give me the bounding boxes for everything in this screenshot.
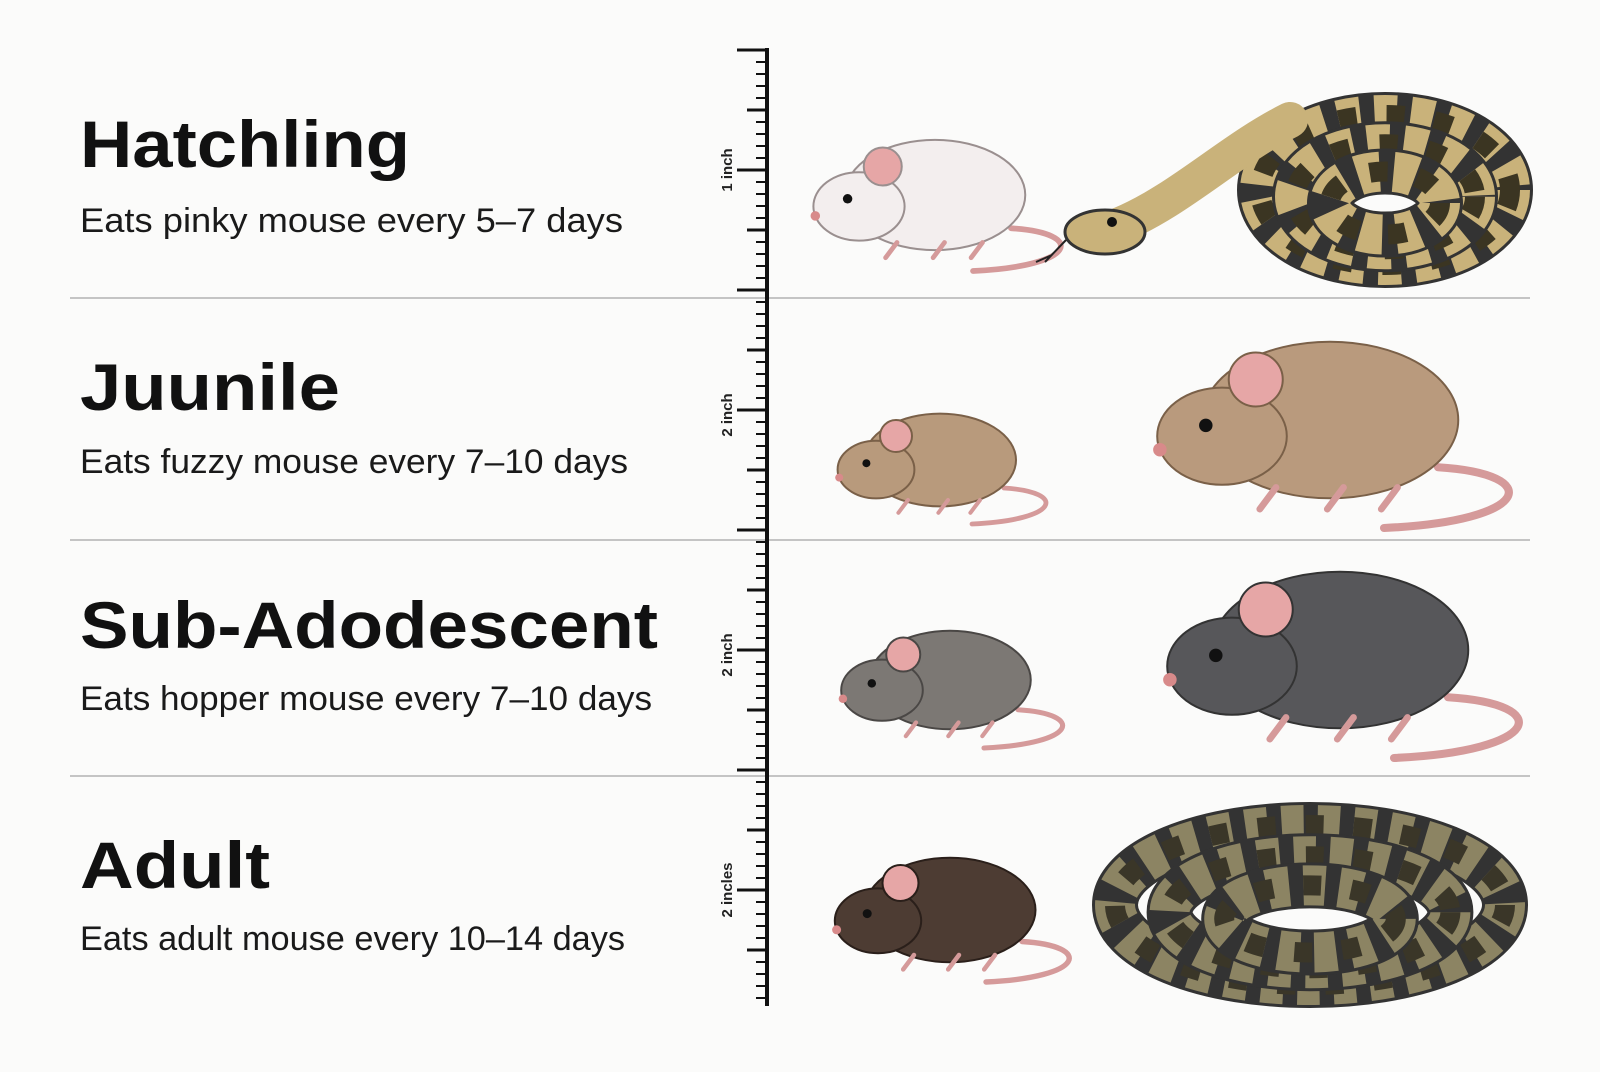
stage-description: Eats fuzzy mouse every 7–10 days	[80, 443, 628, 481]
mouse-tail	[969, 485, 1049, 527]
mouse	[1163, 570, 1523, 763]
mouse-head	[1166, 616, 1298, 716]
stage-description: Eats hopper mouse every 7–10 days	[80, 680, 652, 718]
mouse-eye	[1209, 648, 1223, 663]
mouse-foot	[1387, 714, 1411, 743]
ruler-label: 2 inch	[719, 633, 736, 676]
mouse-foot	[981, 952, 998, 972]
mouse-head	[836, 439, 916, 500]
mouse-tail	[970, 225, 1064, 274]
ruler-ticks	[737, 48, 767, 999]
mouse	[838, 629, 1066, 751]
mouse-ear	[879, 419, 913, 453]
mouse-tail	[1389, 693, 1523, 763]
snake-coil-blotch	[1105, 815, 1515, 995]
mouse	[832, 856, 1072, 985]
mouse-nose	[1153, 442, 1167, 457]
mouse-foot	[936, 498, 950, 515]
mouse-foot	[1256, 484, 1280, 513]
mouse-foot	[945, 952, 962, 972]
mouse-tail	[1379, 463, 1513, 533]
mouse-ear	[862, 146, 903, 187]
row-texts: Hatchling Eats pinky mouse every 5–7 days…	[80, 107, 736, 958]
mouse-foot	[980, 720, 995, 739]
mouse-nose	[810, 211, 821, 221]
stage-description: Eats adult mouse every 10–14 days	[80, 920, 625, 958]
mouse-nose	[838, 694, 848, 703]
snake-coil-blotch	[1214, 875, 1406, 963]
mouse-eye	[842, 194, 853, 204]
mouse-ear	[1227, 351, 1284, 408]
mouse-head	[1156, 386, 1288, 486]
mouse-tail	[981, 707, 1066, 751]
mouse-foot	[903, 720, 919, 739]
stage-description: Eats pinky mouse every 5–7 days	[80, 202, 623, 240]
mouse	[1153, 340, 1513, 533]
mouse-foot	[1333, 714, 1357, 743]
mouse-foot	[968, 498, 982, 515]
ruler-label: 2 incles	[719, 862, 736, 917]
mouse-foot	[1266, 714, 1290, 743]
mouse-head	[840, 658, 924, 722]
mouse-foot	[896, 498, 910, 515]
stage-title: Hatchling	[80, 107, 410, 181]
snake-eye	[1107, 217, 1117, 227]
mouse-head	[833, 887, 923, 955]
mouse	[835, 412, 1049, 527]
illustrations	[810, 92, 1533, 1008]
snake-coil-blotch	[1320, 161, 1450, 245]
mouse-ear	[1237, 581, 1294, 638]
snake	[1035, 92, 1533, 288]
stage-title: Adult	[80, 828, 270, 902]
ruler-label: 2 inch	[719, 393, 736, 436]
stage-title: Juunile	[80, 350, 340, 424]
snake-neck	[1102, 102, 1308, 243]
mouse-tail	[983, 938, 1072, 985]
ruler-label: 1 inch	[719, 148, 736, 191]
mouse-nose	[1163, 672, 1177, 687]
mouse-foot	[968, 240, 985, 261]
mouse-foot	[883, 240, 900, 261]
mouse-foot	[900, 952, 917, 972]
mouse-head	[812, 171, 906, 242]
snake-tongue	[1035, 239, 1067, 263]
snake	[1092, 802, 1528, 1008]
mouse-nose	[835, 473, 844, 482]
mouse-foot	[946, 720, 961, 739]
mouse-eye	[862, 909, 872, 919]
mouse-foot	[1323, 484, 1347, 513]
mouse-eye	[1199, 418, 1213, 433]
mouse-foot	[1377, 484, 1401, 513]
mouse-foot	[930, 240, 947, 261]
mouse-eye	[862, 459, 871, 468]
mouse	[810, 138, 1064, 274]
mouse-nose	[832, 925, 842, 935]
mouse-ear	[885, 636, 922, 673]
mouse-ear	[881, 864, 920, 902]
mouse-eye	[867, 679, 877, 688]
stage-title: Sub-Adodescent	[80, 588, 658, 662]
snake-head	[1063, 208, 1147, 256]
